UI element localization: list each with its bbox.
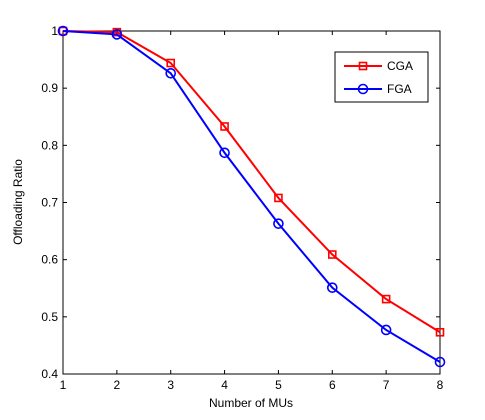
data-point-fga <box>111 29 123 40</box>
legend-items: CGA FGA <box>344 59 413 96</box>
series-line-fga <box>62 30 441 363</box>
data-point-cga <box>274 193 283 203</box>
legend-label-cga: CGA <box>387 59 413 73</box>
x-tick-label: 3 <box>167 378 174 392</box>
series-cga <box>58 26 445 337</box>
data-point-fga <box>165 68 177 79</box>
legend-label-fga: FGA <box>387 82 412 96</box>
data-point-cga <box>220 122 229 131</box>
x-tick-label: 8 <box>437 378 444 392</box>
y-tick-label: 0.8 <box>41 138 58 152</box>
y-tick-label: 1 <box>51 24 58 38</box>
data-point-cga <box>435 327 445 337</box>
y-tick-label: 0.7 <box>41 196 58 210</box>
x-tick-label: 4 <box>221 378 228 392</box>
x-tick-label: 6 <box>329 378 336 392</box>
y-tick-label: 0.5 <box>41 310 58 324</box>
data-point-fga <box>57 25 69 37</box>
axis-ticks: 1 2 3 4 5 6 7 8 0.4 0.5 0.6 0.7 0.8 0.9 1 <box>41 24 443 392</box>
y-tick-label: 0.6 <box>41 253 58 267</box>
x-axis-title: Number of MUs <box>209 396 293 410</box>
y-tick-label: 0.4 <box>41 367 58 381</box>
x-tick-label: 7 <box>383 378 390 392</box>
data-point-fga <box>434 356 446 368</box>
data-point-cga <box>166 58 176 68</box>
data-point-fga <box>326 282 338 293</box>
data-point-fga <box>380 324 392 336</box>
series-layer <box>57 25 446 368</box>
series-fga <box>57 25 446 368</box>
legend: CGA FGA <box>334 51 429 103</box>
data-point-fga <box>219 147 230 159</box>
data-point-cga <box>381 294 391 304</box>
series-line-cga <box>62 30 441 334</box>
legend-marker-cga <box>358 61 368 71</box>
y-tick-label: 0.9 <box>41 81 58 95</box>
x-tick-label: 5 <box>275 378 282 392</box>
legend-box <box>334 51 429 103</box>
y-axis-title: Offloading Ratio <box>11 159 25 245</box>
data-point-fga <box>273 218 284 229</box>
x-tick-label: 1 <box>60 378 67 392</box>
legend-marker-fga <box>357 83 369 95</box>
data-point-cga <box>327 250 337 259</box>
x-tick-label: 2 <box>114 378 121 392</box>
